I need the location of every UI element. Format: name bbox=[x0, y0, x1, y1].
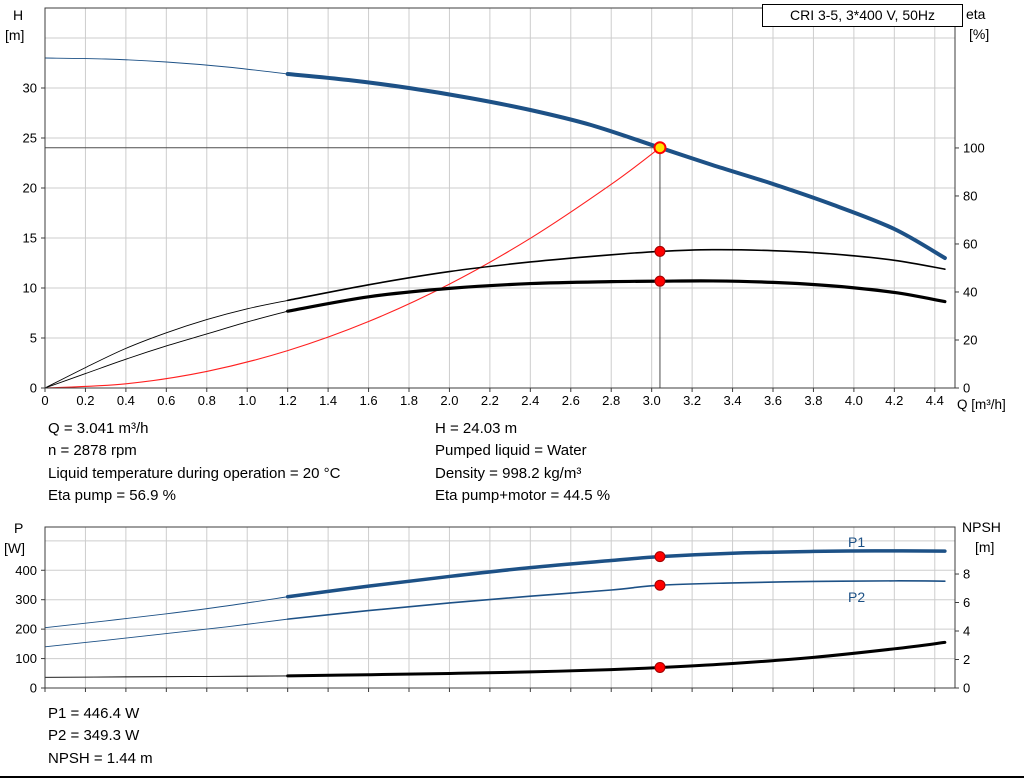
info-line-liquid-temp: Liquid temperature during operation = 20… bbox=[48, 464, 341, 482]
tick-label: 300 bbox=[15, 592, 37, 607]
info-line-pumped-liquid: Pumped liquid = Water bbox=[435, 442, 587, 460]
p1-ext bbox=[44, 596, 289, 629]
x-axis-title: Q [m³/h] bbox=[957, 397, 1006, 412]
y-left-axis-unit: [W] bbox=[4, 540, 25, 556]
npsh-duty-dot bbox=[654, 661, 666, 673]
tick-label: 20 bbox=[963, 332, 977, 347]
tick-label: 1.6 bbox=[360, 393, 378, 408]
tick-label: 4.2 bbox=[885, 393, 903, 408]
hq-efficiency-chart: 0 0.2 0.4 0.6 0.8 1.0 1.2 1.4 1.6 1.8 2.0 2.2 2.4 2.6… bbox=[5, 6, 1006, 412]
tick-label: 100 bbox=[15, 651, 37, 666]
tick-label: 100 bbox=[963, 140, 985, 155]
tick-label: 3.6 bbox=[764, 393, 782, 408]
info-line-eta-pump: Eta pump = 56.9 % bbox=[48, 487, 176, 505]
y-right-axis-title: NPSH bbox=[962, 519, 1001, 535]
tick-label: 0 bbox=[963, 681, 970, 696]
hq-curve bbox=[285, 72, 947, 260]
tick-label: 0.2 bbox=[76, 393, 94, 408]
tick-label: 400 bbox=[15, 563, 37, 578]
tick-label: 3.8 bbox=[804, 393, 822, 408]
tick-label: 8 bbox=[963, 567, 970, 582]
info-line-npsh: NPSH = 1.44 m bbox=[48, 749, 153, 767]
tick-label: 1.2 bbox=[279, 393, 297, 408]
npsh-curve bbox=[286, 640, 947, 678]
p1-duty-dot bbox=[654, 551, 666, 563]
tick-label: 0 bbox=[30, 381, 37, 396]
tick-label: 1.0 bbox=[238, 393, 256, 408]
eta-pump-duty-dot bbox=[654, 245, 666, 257]
info-line-p1: P1 = 446.4 W bbox=[48, 705, 140, 722]
y-left-axis-title: H bbox=[13, 7, 23, 23]
tick-label: 20 bbox=[23, 181, 37, 196]
bottom-divider bbox=[0, 776, 1024, 778]
tick-label: 2.2 bbox=[481, 393, 499, 408]
eta-pump-motor-duty-dot bbox=[654, 275, 666, 287]
tick-label: 0 bbox=[30, 681, 37, 696]
tick-label: 2.6 bbox=[562, 393, 580, 408]
tick-label: 6 bbox=[963, 595, 970, 610]
p1-curve bbox=[285, 549, 947, 599]
tick-label: 0.4 bbox=[117, 393, 135, 408]
tick-label: 1.8 bbox=[400, 393, 418, 408]
tick-label: 4 bbox=[963, 624, 970, 639]
y-left-axis-unit: [m] bbox=[5, 27, 24, 43]
p2-curve-label: P2 bbox=[848, 589, 865, 605]
tick-label: 200 bbox=[15, 622, 37, 637]
duty-info-left: Q = 3.041 m³/h n = 2878 rpm Liquid tempe… bbox=[48, 418, 340, 508]
info-line-h: H = 24.03 m bbox=[435, 420, 518, 437]
p2-duty-dot bbox=[654, 579, 666, 591]
tick-label: 2.0 bbox=[440, 393, 458, 408]
tick-label: 3.2 bbox=[683, 393, 701, 408]
y-right-axis-unit: [m] bbox=[975, 539, 994, 555]
tick-label: 2.4 bbox=[521, 393, 539, 408]
y-right-axis-unit: [%] bbox=[969, 26, 989, 42]
info-line-p2: P2 = 349.3 W bbox=[48, 727, 140, 745]
pump-model-label: CRI 3-5, 3*400 V, 50Hz bbox=[762, 4, 963, 27]
info-line-q: Q = 3.041 m³/h bbox=[48, 420, 149, 437]
tick-label: 15 bbox=[23, 231, 37, 246]
tick-label: 0.8 bbox=[198, 393, 216, 408]
tick-label: 0 bbox=[963, 381, 970, 396]
eta-pump-motor-ext bbox=[44, 310, 289, 389]
tick-label: 4.4 bbox=[926, 393, 944, 408]
eta-pump-ext bbox=[44, 299, 289, 389]
tick-label: 3.0 bbox=[643, 393, 661, 408]
power-info: P1 = 446.4 W P2 = 349.3 W NPSH = 1.44 m bbox=[48, 703, 153, 770]
tick-label: 5 bbox=[30, 331, 37, 346]
tick-label: 2 bbox=[963, 652, 970, 667]
y-right-axis-title: eta bbox=[966, 6, 986, 22]
tick-label: 10 bbox=[23, 281, 37, 296]
tick-label: 60 bbox=[963, 236, 977, 251]
npsh-ext bbox=[44, 675, 289, 678]
duty-point-marker[interactable] bbox=[653, 141, 667, 155]
tick-label: 80 bbox=[963, 188, 977, 203]
tick-label: 2.8 bbox=[602, 393, 620, 408]
eta-pump-curve bbox=[286, 248, 946, 302]
system-curve bbox=[44, 147, 661, 389]
chart-frame bbox=[44, 7, 956, 389]
hq-ext bbox=[44, 57, 289, 75]
info-line-n: n = 2878 rpm bbox=[48, 442, 137, 460]
power-npsh-chart: 0 100 200 300 400 0 2 4 6 8 P [W] NPSH [m] P1 P2 bbox=[4, 519, 1001, 696]
tick-label: 1.4 bbox=[319, 393, 337, 408]
tick-label: 3.4 bbox=[724, 393, 742, 408]
tick-label: 0.6 bbox=[157, 393, 175, 408]
tick-label: 40 bbox=[963, 284, 977, 299]
tick-label: 0 bbox=[41, 393, 48, 408]
p2-ext bbox=[44, 618, 289, 648]
info-line-eta-pump-motor: Eta pump+motor = 44.5 % bbox=[435, 487, 611, 505]
tick-label: 25 bbox=[23, 131, 37, 146]
tick-label: 30 bbox=[23, 81, 37, 96]
duty-info-right: H = 24.03 m Pumped liquid = Water Densit… bbox=[435, 418, 610, 508]
eta-pump-motor-curve bbox=[286, 279, 947, 313]
y-left-axis-title: P bbox=[14, 520, 23, 536]
info-line-density: Density = 998.2 kg/m³ bbox=[435, 464, 582, 482]
chart-frame bbox=[44, 526, 956, 689]
p2-curve bbox=[286, 580, 946, 620]
tick-label: 4.0 bbox=[845, 393, 863, 408]
p1-curve-label: P1 bbox=[848, 534, 865, 550]
